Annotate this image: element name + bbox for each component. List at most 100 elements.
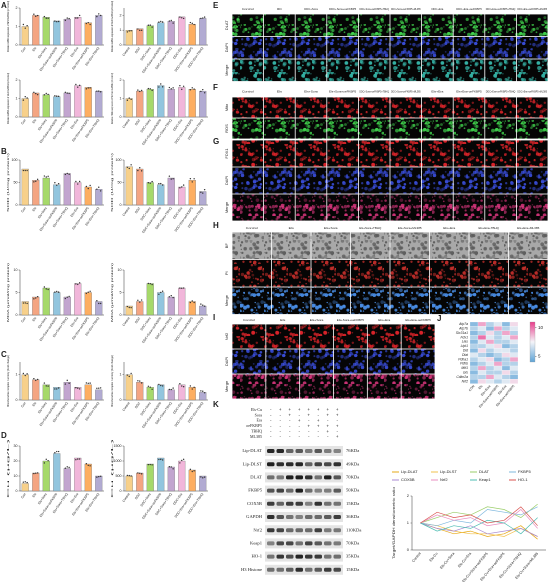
- heat-cell: [493, 352, 503, 358]
- heat-cell: [485, 374, 495, 380]
- y-tick-label: 2: [120, 13, 122, 17]
- micrograph: [232, 259, 272, 287]
- blot-band: [333, 475, 341, 480]
- y-tick-label: 500: [116, 474, 122, 478]
- dot-decoration: [85, 292, 88, 295]
- dot-decoration: [45, 92, 47, 95]
- bar: [178, 16, 186, 46]
- panel-label: A: [1, 1, 7, 10]
- micrograph: [390, 167, 422, 194]
- dot-decoration: [87, 464, 89, 467]
- legend-label: Lip-DLAT: [401, 469, 418, 474]
- condition-sign: -: [327, 434, 329, 439]
- condition-sign: +: [307, 407, 310, 412]
- size-label: 49KDa: [346, 461, 359, 466]
- condition-sign: +: [336, 423, 339, 428]
- y-tick-label: 1: [120, 28, 122, 32]
- bar: [136, 301, 144, 316]
- micrograph: [485, 194, 516, 221]
- dot-decoration: [189, 89, 192, 91]
- micrograph: [232, 140, 264, 167]
- blot-strip: [265, 564, 343, 575]
- micrograph: [266, 374, 300, 399]
- blot-band: [286, 488, 294, 493]
- dot-decoration: [168, 86, 171, 89]
- micrograph: [390, 194, 422, 221]
- micrograph: [232, 167, 264, 194]
- bar: [42, 17, 50, 46]
- micrograph: [232, 287, 272, 315]
- blot-band: [314, 554, 322, 559]
- gene-label: Dlat: [462, 353, 469, 357]
- y-axis-label: Cu (μg/L): [110, 439, 114, 498]
- heat-cell: [477, 379, 487, 384]
- dot-decoration: [64, 173, 67, 176]
- bar: [125, 305, 133, 316]
- heat-cell: [509, 361, 519, 367]
- micrograph: [390, 259, 430, 287]
- dot-decoration: [202, 192, 204, 194]
- y-tick-label: 0: [407, 547, 410, 552]
- row-label: BF: [224, 243, 229, 249]
- dot-decoration: [47, 459, 49, 462]
- dot-decoration: [75, 387, 77, 389]
- dot-decoration: [126, 474, 129, 477]
- dot-decoration: [85, 382, 88, 384]
- blot-band: [324, 541, 332, 546]
- dot-decoration: [126, 305, 129, 308]
- bar: [63, 173, 71, 206]
- micrograph: [516, 140, 548, 167]
- micrograph: [390, 140, 422, 167]
- dot-decoration: [193, 178, 195, 180]
- dot-decoration: [147, 282, 150, 285]
- dot-decoration: [182, 458, 185, 461]
- dot-decoration: [151, 464, 153, 466]
- panel-label: I: [213, 313, 215, 322]
- blot-band: [295, 515, 303, 519]
- micrograph: [453, 59, 485, 82]
- micrograph: [232, 232, 272, 260]
- dot-decoration: [149, 463, 151, 466]
- dot-decoration: [89, 87, 91, 89]
- blot-band: [305, 488, 313, 493]
- blot-band: [314, 462, 322, 467]
- bar: [53, 184, 61, 206]
- condition-sign: -: [280, 413, 282, 418]
- heat-cell: [509, 321, 519, 327]
- micrograph: [295, 59, 327, 82]
- gene-label: Dld: [463, 348, 468, 352]
- dot-decoration: [36, 378, 39, 381]
- column-header: DDC+Sora+oeFKBP5+ML385: [391, 7, 421, 11]
- x-tick-label: DDC: [134, 401, 142, 410]
- heat-cell: [509, 379, 519, 384]
- blot-band: [267, 475, 275, 480]
- bar: [125, 166, 133, 206]
- condition-sign: -: [270, 423, 272, 428]
- micrograph: [358, 194, 390, 221]
- dot-decoration: [139, 29, 141, 32]
- blot-band: [295, 462, 303, 467]
- dot-decoration: [22, 23, 25, 26]
- micrograph: [516, 118, 548, 139]
- dot-decoration: [66, 92, 68, 94]
- x-tick-label: Con: [20, 206, 27, 213]
- micrograph: [327, 14, 358, 37]
- column-header: Els: [289, 226, 295, 230]
- bar: [136, 28, 144, 46]
- x-tick-label: Els+Era: [70, 118, 80, 130]
- x-tick-label: Con: [20, 46, 27, 53]
- bar: [125, 374, 133, 401]
- dot-decoration: [172, 87, 174, 89]
- y-axis-label: Relative mRNA expression of Slc7a11/GAPD…: [110, 73, 114, 124]
- dot-decoration: [47, 17, 49, 19]
- heat-cell: [477, 326, 487, 331]
- y-tick-label: 100: [116, 158, 122, 162]
- dot-decoration: [128, 97, 130, 99]
- dot-decoration: [160, 384, 162, 387]
- dot-decoration: [75, 283, 77, 285]
- dot-decoration: [98, 13, 100, 15]
- dot-decoration: [137, 169, 139, 172]
- series-line: [420, 503, 538, 524]
- bar: [188, 24, 196, 46]
- micrograph: [485, 36, 516, 59]
